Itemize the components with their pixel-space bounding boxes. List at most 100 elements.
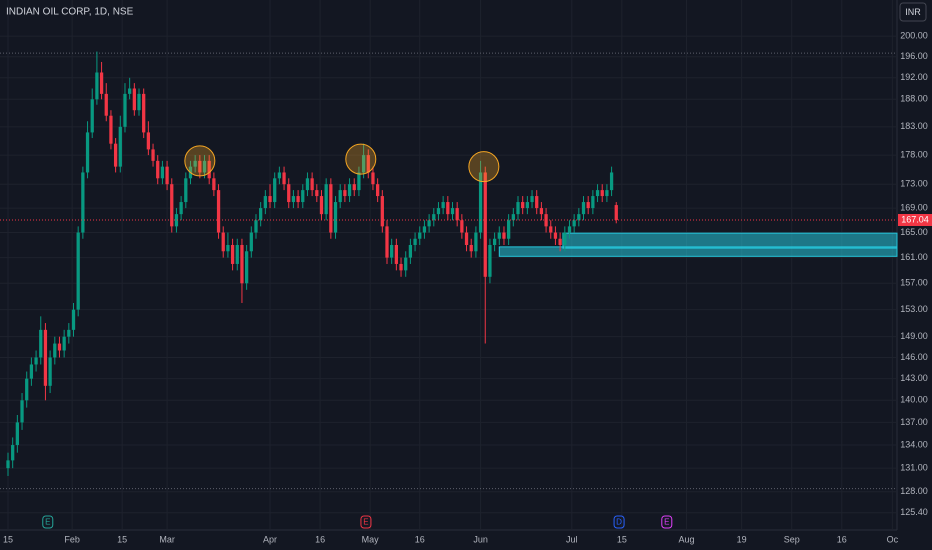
y-tick-label: 192.00: [900, 72, 928, 82]
candle-body: [497, 232, 501, 239]
candle-body: [567, 226, 572, 233]
x-tick-label: Jul: [566, 534, 578, 544]
candle-body: [226, 244, 230, 252]
x-tick-label: Mar: [159, 534, 175, 544]
candle-body: [422, 226, 427, 233]
candle-body: [507, 220, 511, 239]
candle-body: [511, 214, 515, 221]
candle-body: [25, 378, 29, 401]
currency-label[interactable]: INR: [905, 7, 921, 17]
candle-body: [315, 190, 319, 197]
candle-body: [118, 126, 122, 167]
candle-body: [235, 244, 239, 264]
candle-body: [577, 214, 581, 221]
candle-body: [254, 220, 258, 233]
y-tick-label: 140.00: [900, 395, 928, 405]
candle-body: [535, 196, 539, 209]
candle-body: [160, 166, 165, 179]
candle-body: [282, 172, 286, 185]
candle-body: [99, 72, 104, 94]
candle-body: [76, 232, 80, 310]
x-tick-label: 16: [837, 534, 847, 544]
y-tick-label: 178.00: [900, 149, 928, 159]
candle-body: [404, 257, 408, 271]
candle-body: [146, 132, 151, 150]
x-tick-label: Sep: [784, 534, 800, 544]
candle-body: [81, 172, 85, 233]
candle-body: [212, 178, 216, 191]
candle-body: [71, 309, 76, 330]
y-tick-label: 149.00: [900, 331, 928, 341]
event-marker: [613, 515, 625, 529]
candle-body: [57, 343, 62, 351]
candle-body: [394, 244, 398, 264]
x-tick-label: 15: [3, 534, 13, 544]
x-tick-label: 16: [415, 534, 425, 544]
highlight-circle: [184, 145, 216, 177]
y-tick-label: 183.00: [900, 121, 928, 131]
candle-body: [202, 160, 207, 173]
candle-body: [67, 329, 71, 337]
candle-body: [450, 208, 455, 215]
candle-body: [553, 232, 558, 239]
candle-body: [174, 214, 179, 227]
candle-body: [492, 238, 497, 245]
candle-body: [371, 172, 375, 185]
candle-body: [291, 196, 296, 203]
candle-body: [259, 208, 263, 221]
zone: [562, 232, 898, 249]
x-tick-label: 15: [617, 534, 627, 544]
candle-body: [352, 184, 356, 191]
candle-body: [558, 238, 562, 245]
candle-body: [305, 178, 310, 191]
candle-body: [563, 232, 567, 245]
candle-body: [48, 357, 52, 386]
candle-body: [11, 445, 15, 461]
y-tick-label: 125.40: [900, 507, 928, 517]
y-tick-label: 165.00: [900, 227, 928, 237]
currency-button[interactable]: [899, 2, 927, 22]
candle-body: [408, 244, 413, 258]
y-tick-label: 134.00: [900, 439, 928, 449]
y-tick-label: 169.00: [900, 202, 928, 212]
candle-body: [333, 202, 338, 233]
candle-body: [530, 196, 534, 203]
candle-body: [216, 190, 221, 233]
candle-body: [34, 357, 38, 365]
x-tick-label: 19: [737, 534, 747, 544]
candle-body: [474, 232, 478, 252]
highlight-circle: [345, 143, 377, 175]
candle-body: [609, 172, 614, 191]
candle-body: [329, 184, 333, 233]
candle-body: [478, 172, 483, 233]
candle-body: [244, 251, 249, 284]
event-label: E: [363, 518, 368, 527]
event-label: E: [664, 518, 669, 527]
x-tick-label: Apr: [263, 534, 277, 544]
candle-body: [277, 172, 282, 179]
event-marker: [360, 515, 372, 529]
candle-body: [324, 184, 328, 215]
candle-body: [595, 190, 600, 197]
candle-body: [549, 226, 553, 233]
event-label: E: [45, 518, 50, 527]
candle-body: [347, 184, 352, 197]
y-tick-label: 143.00: [900, 373, 928, 383]
candle-body: [366, 155, 370, 173]
candle-body: [62, 336, 66, 351]
candle-body: [521, 202, 525, 209]
candle-body: [455, 208, 459, 221]
highlight-circle: [468, 151, 500, 183]
candle-body: [198, 160, 202, 173]
candle-body: [464, 232, 469, 245]
candle-body: [151, 149, 155, 161]
candle-body: [193, 160, 197, 167]
candle-body: [230, 244, 235, 264]
candle-body: [483, 172, 487, 277]
y-tick-label: 200.00: [900, 30, 928, 40]
candle-body: [572, 220, 576, 227]
candle-body: [296, 196, 300, 203]
candle-body: [436, 208, 441, 215]
